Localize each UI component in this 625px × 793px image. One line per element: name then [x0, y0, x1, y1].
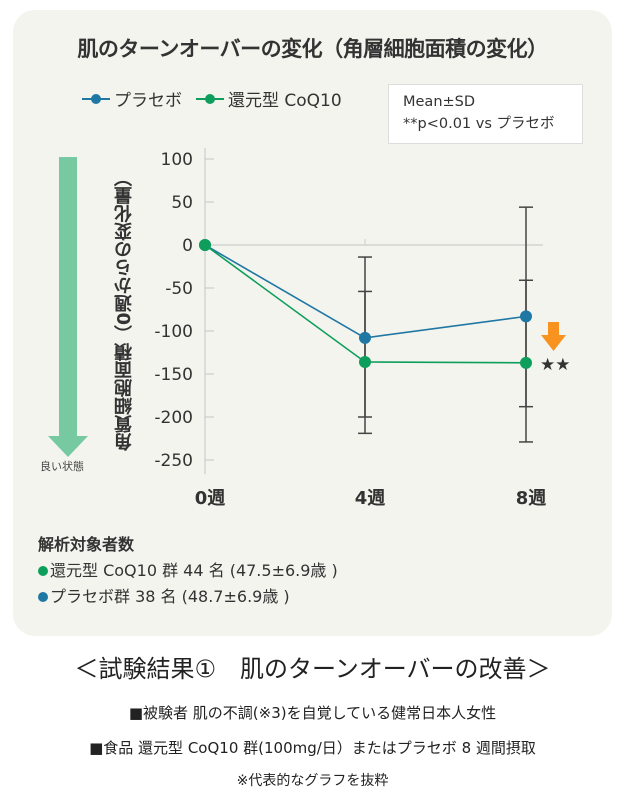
footnote-note: ※代表的なグラフを抜粋: [236, 773, 389, 789]
data-point: [359, 355, 371, 368]
y-tick-label: 0: [182, 236, 193, 256]
count-text: プラセボ群 38 名 (48.7±6.9歳 ): [50, 587, 290, 606]
y-tick-label: -150: [154, 365, 193, 385]
y-tick-label: 100: [161, 150, 193, 170]
arrow-down-icon: [48, 436, 88, 457]
data-point: [520, 310, 532, 323]
good-direction-label: 良い状態: [40, 460, 84, 473]
count-text: 還元型 CoQ10 群 44 名 (47.5±6.9歳 ): [50, 561, 338, 580]
highlight-arrow-shaft: [548, 322, 559, 336]
y-tick-label: -200: [154, 408, 193, 428]
significance-annotation: ★★: [540, 355, 570, 375]
legend-marker-icon: [196, 93, 224, 105]
x-tick-label: 8週: [516, 488, 547, 509]
subject-counts: 解析対象者数 還元型 CoQ10 群 44 名 (47.5±6.9歳 ) プラセ…: [38, 532, 338, 610]
result-title: ＜試験結果① 肌のターンオーバーの改善＞: [74, 655, 551, 683]
x-tick-label: 4週: [355, 488, 386, 509]
bullet-icon: [38, 566, 48, 576]
bullet-icon: [38, 592, 48, 602]
legend-label: 還元型 CoQ10: [228, 91, 342, 111]
highlight-arrow-down-icon: [541, 335, 566, 351]
legend: プラセボ 還元型 CoQ10: [82, 86, 342, 111]
good-direction-arrow-shaft: [59, 157, 77, 437]
count-item-placebo: プラセボ群 38 名 (48.7±6.9歳 ): [38, 584, 338, 610]
note-line: **p<0.01 vs プラセボ: [403, 116, 555, 132]
data-point: [520, 356, 532, 369]
legend-item-placebo: プラセボ: [82, 86, 182, 111]
note-line: Mean±SD: [403, 94, 476, 110]
data-point: [359, 331, 371, 344]
footnote-food: ■食品 還元型 CoQ10 群(100mg/日）またはプラセボ 8 週間摂取: [89, 739, 536, 757]
stats-note: Mean±SD **p<0.01 vs プラセボ: [388, 84, 583, 144]
x-tick-label: 0週: [195, 488, 226, 509]
count-item-coq10: 還元型 CoQ10 群 44 名 (47.5±6.9歳 ): [38, 558, 338, 584]
legend-item-coq10: 還元型 CoQ10: [196, 86, 342, 111]
footnote-subjects: ■被験者 肌の不調(※3)を自覚している健常日本人女性: [128, 704, 497, 722]
chart-title: 肌のターンオーバーの変化（角層細胞面積の変化）: [77, 37, 548, 61]
y-tick-label: -100: [154, 322, 193, 342]
y-tick-label: -250: [154, 451, 193, 471]
y-tick-label: 50: [171, 193, 193, 213]
legend-label: プラセボ: [114, 91, 182, 111]
legend-marker-icon: [82, 93, 110, 105]
data-point: [199, 239, 211, 251]
counts-heading: 解析対象者数: [38, 535, 135, 554]
y-tick-label: -50: [165, 279, 193, 299]
